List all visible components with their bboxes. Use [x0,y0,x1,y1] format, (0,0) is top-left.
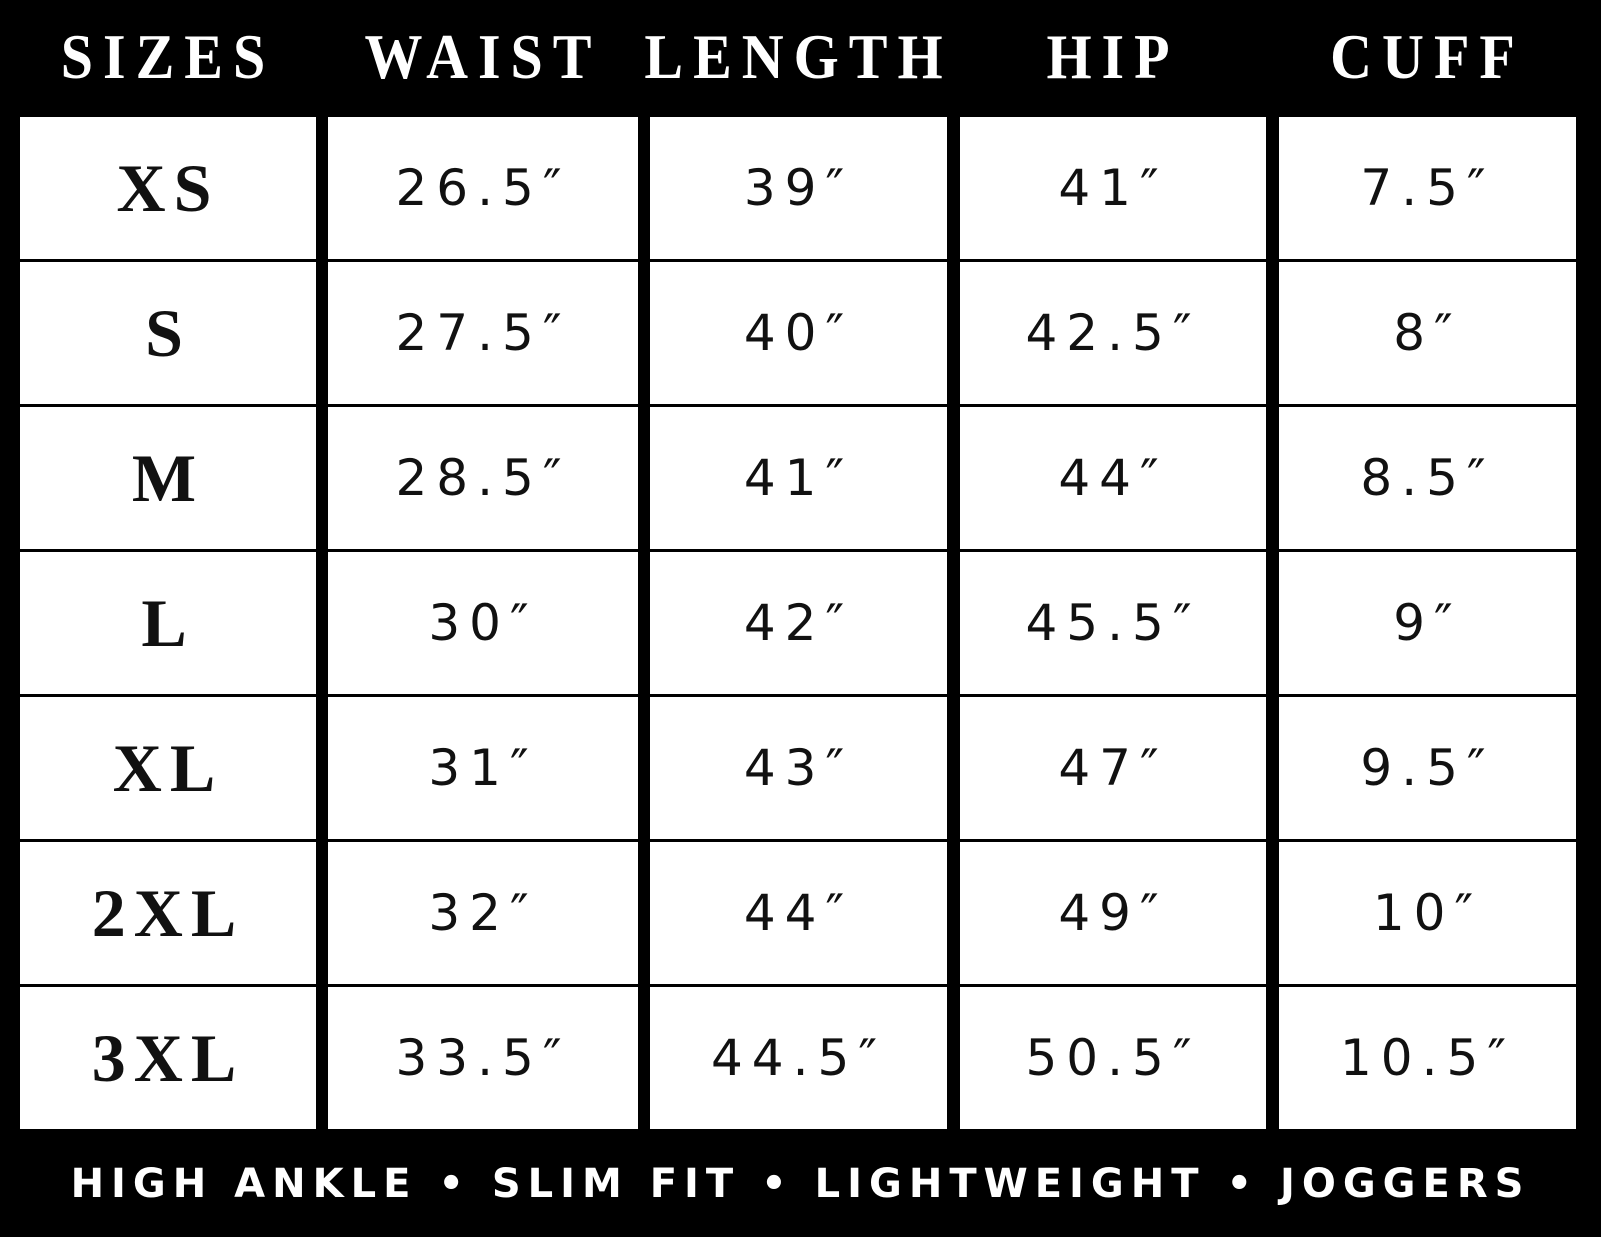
footer: HIGH ANKLE • SLIM FIT • LIGHTWEIGHT • JO… [70,1161,1531,1207]
measurement: 44″ [650,842,947,984]
measurement: 28.5″ [328,407,638,549]
measurement: 42″ [650,552,947,694]
column-header: CUFF [1330,20,1525,92]
measurement: 44″ [960,407,1266,549]
measurement: 9.5″ [1279,697,1576,839]
size-label: 3XL [20,987,316,1129]
measurement: 31″ [328,697,638,839]
measurement: 44.5″ [650,987,947,1129]
measurement: 50.5″ [960,987,1266,1129]
measurement: 26.5″ [328,117,638,259]
measurement: 30″ [328,552,638,694]
size-label: S [20,262,316,404]
column-header: LENGTH [644,20,953,92]
measurement: 43″ [650,697,947,839]
measurement: 41″ [960,117,1266,259]
size-label: M [20,407,316,549]
measurement: 45.5″ [960,552,1266,694]
measurement: 40″ [650,262,947,404]
measurement: 33.5″ [328,987,638,1129]
measurement: 32″ [328,842,638,984]
measurement: 49″ [960,842,1266,984]
measurement: 7.5″ [1279,117,1576,259]
size-label: 2XL [20,842,316,984]
column-header: HIP [1046,20,1180,92]
measurement: 42.5″ [960,262,1266,404]
column-header: WAIST [364,20,602,92]
measurement: 41″ [650,407,947,549]
measurement: 8″ [1279,262,1576,404]
measurement: 9″ [1279,552,1576,694]
measurement: 47″ [960,697,1266,839]
measurement: 10.5″ [1279,987,1576,1129]
size-label: XL [20,697,316,839]
measurement: 8.5″ [1279,407,1576,549]
measurement: 10″ [1279,842,1576,984]
measurement: 27.5″ [328,262,638,404]
column-header: SIZES [60,20,276,92]
size-label: XS [20,117,316,259]
measurement: 39″ [650,117,947,259]
size-label: L [20,552,316,694]
